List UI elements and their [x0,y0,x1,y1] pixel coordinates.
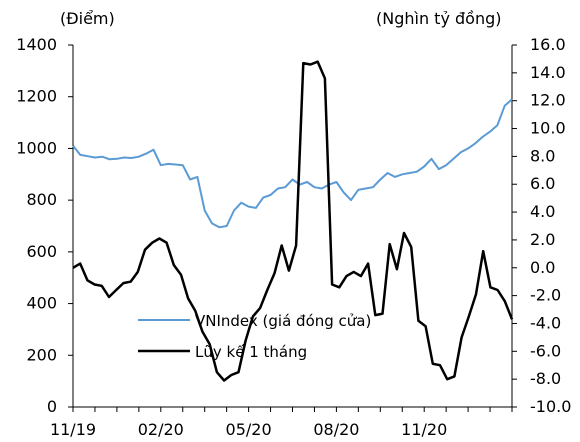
x-tick-label: 05/20 [226,420,272,439]
series-line-0 [72,98,513,229]
right-tick-label: 4.0 [530,202,555,221]
legend-label-1: Lũy kế 1 tháng [195,343,307,361]
right-tick-label: 14.0 [530,63,566,82]
left-tick-label: 800 [26,190,57,209]
x-tick-label: 11/20 [401,420,447,439]
right-tick-label: -4.0 [530,313,561,332]
series-line-1 [72,60,514,382]
right-tick-label: 10.0 [530,119,566,138]
right-axis-unit: (Nghìn tỷ đồng) [376,9,502,28]
right-tick-label: -10.0 [530,397,571,416]
axes-group: 0 200 400 600 800 1000 1200 1400 -10.0 -8.0 -6.0 -4… [16,35,571,439]
left-tick-label: 1200 [16,87,57,106]
left-tick-label: 600 [26,242,57,261]
left-tick-label: 1400 [16,35,57,54]
x-tick-label: 11/19 [50,420,96,439]
series-lines [72,60,514,382]
left-tick-label: 1000 [16,138,57,157]
x-tick-label: 08/20 [313,420,359,439]
left-axis-unit: (Điểm) [60,9,115,28]
left-tick-label: 200 [26,345,57,364]
right-tick-label: -8.0 [530,369,561,388]
left-tick-label: 0 [47,397,57,416]
x-tick-label: 02/20 [138,420,184,439]
left-tick-label: 400 [26,294,57,313]
right-tick-label: 0.0 [530,258,555,277]
right-tick-label: 12.0 [530,91,566,110]
right-tick-label: 8.0 [530,146,555,165]
right-tick-label: 6.0 [530,174,555,193]
right-tick-label: -6.0 [530,341,561,360]
right-tick-label: -2.0 [530,286,561,305]
legend-label-0: VNIndex (giá đóng cửa) [195,312,371,330]
legend: VNIndex (giá đóng cửa) Lũy kế 1 tháng [138,312,371,361]
right-tick-label: 16.0 [530,35,566,54]
right-tick-label: 2.0 [530,230,555,249]
